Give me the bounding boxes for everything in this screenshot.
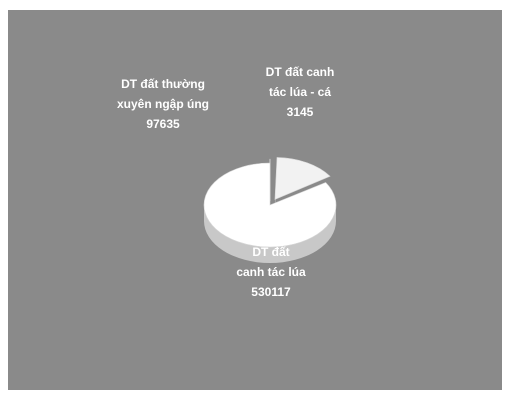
pie-label-2: DT đất canh tác lúa 530117 xyxy=(236,245,306,299)
pie-chart: DT đất canh tác lúa - cá 3145 DT đất thường… xyxy=(117,65,337,299)
pie-category-label: DT đất xyxy=(252,245,289,259)
pie-label-1: DT đất thường xuyên ngập úng 97635 xyxy=(117,77,209,131)
pie-slice-side xyxy=(204,205,336,263)
pie-category-label: canh tác lúa xyxy=(236,265,306,279)
pie-label-0: DT đất canh tác lúa - cá 3145 xyxy=(266,65,335,119)
pie-slice-top xyxy=(274,157,331,200)
pie-value-label: 97635 xyxy=(146,117,180,131)
pie-category-label: xuyên ngập úng xyxy=(117,97,209,111)
pie-category-label: DT đất canh xyxy=(266,65,335,79)
pie-value-label: 530117 xyxy=(251,285,291,299)
pie-category-label: DT đất thường xyxy=(121,77,205,91)
pie-slice-2 xyxy=(203,162,337,263)
pie-labels: DT đất canh tác lúa - cá 3145 DT đất thường… xyxy=(117,65,334,299)
pie-category-label: tác lúa - cá xyxy=(269,85,331,99)
pie-slice-top xyxy=(203,162,337,248)
pie-slice-1 xyxy=(274,157,331,216)
pie-slices xyxy=(203,157,337,263)
chart-area: DT đất canh tác lúa - cá 3145 DT đất thường… xyxy=(8,10,502,390)
pie-value-label: 3145 xyxy=(287,105,314,119)
